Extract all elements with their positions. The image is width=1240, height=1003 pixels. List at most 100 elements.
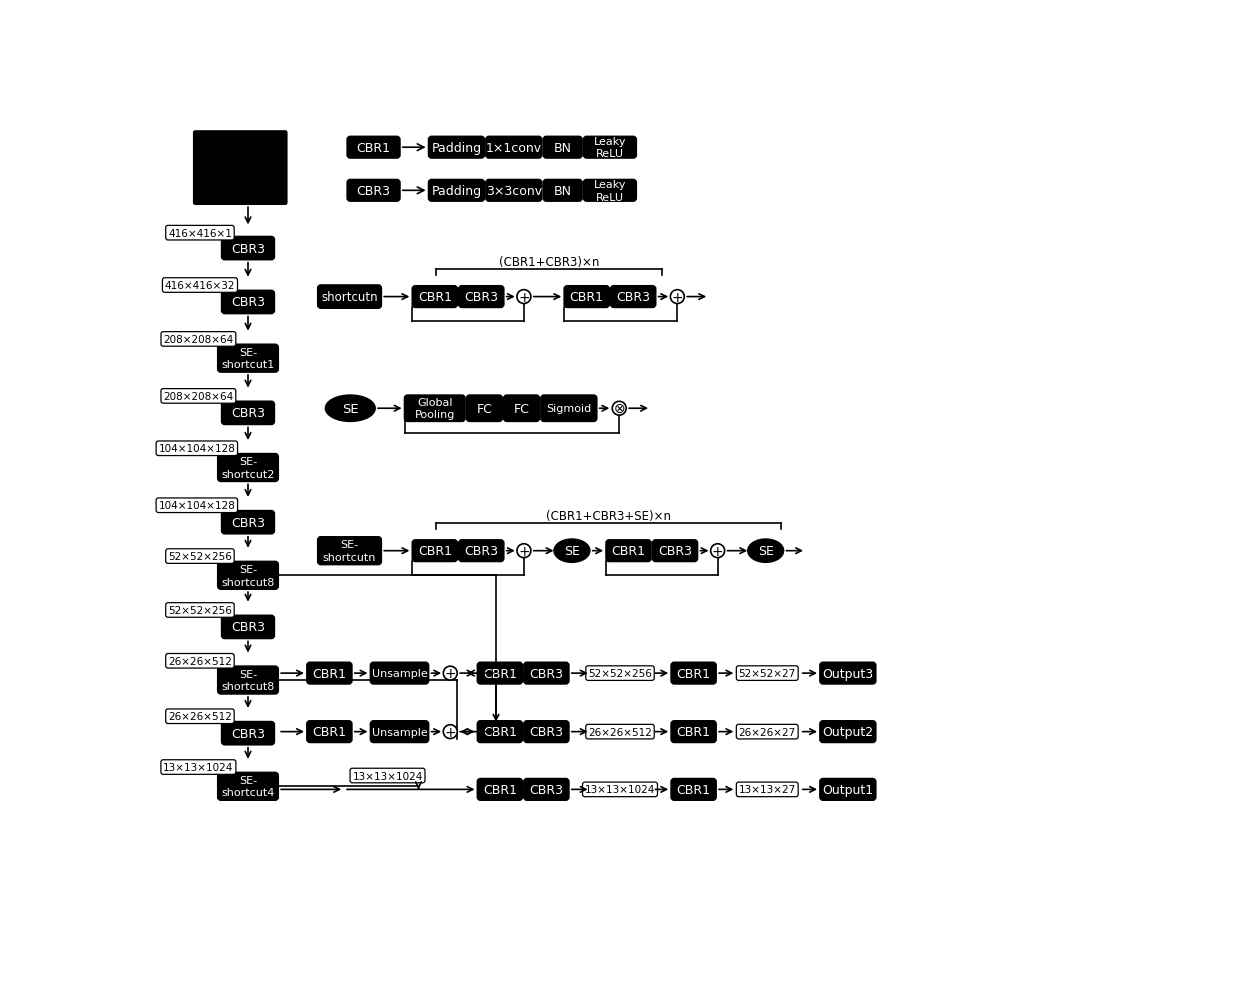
FancyBboxPatch shape xyxy=(503,396,539,422)
Text: SE-
shortcutn: SE- shortcutn xyxy=(322,540,376,563)
Text: SE-
shortcut4: SE- shortcut4 xyxy=(221,775,275,797)
Text: (CBR1+CBR3)×n: (CBR1+CBR3)×n xyxy=(498,256,599,269)
Text: CBR1: CBR1 xyxy=(418,291,451,304)
Text: SE-
shortcut2: SE- shortcut2 xyxy=(221,456,275,479)
Text: CBR1: CBR1 xyxy=(482,667,517,680)
FancyBboxPatch shape xyxy=(477,721,522,742)
Text: 26×26×27: 26×26×27 xyxy=(739,727,796,737)
Text: CBR3: CBR3 xyxy=(231,517,265,530)
FancyBboxPatch shape xyxy=(671,663,717,684)
Text: CBR1: CBR1 xyxy=(357,141,391,154)
Text: Unsample: Unsample xyxy=(372,668,428,678)
FancyBboxPatch shape xyxy=(371,721,429,742)
Text: Sigmoid: Sigmoid xyxy=(547,404,591,414)
FancyBboxPatch shape xyxy=(218,667,278,694)
Text: CBR3: CBR3 xyxy=(464,291,498,304)
FancyBboxPatch shape xyxy=(429,137,485,158)
Text: ⊗: ⊗ xyxy=(614,402,625,416)
FancyBboxPatch shape xyxy=(412,541,458,562)
FancyBboxPatch shape xyxy=(404,396,465,422)
Text: +: + xyxy=(712,545,723,558)
Text: CBR1: CBR1 xyxy=(482,725,517,738)
Text: SE: SE xyxy=(564,545,580,558)
Text: 26×26×512: 26×26×512 xyxy=(167,656,232,666)
Text: 26×26×512: 26×26×512 xyxy=(167,711,232,721)
Text: CBR3: CBR3 xyxy=(529,667,563,680)
FancyBboxPatch shape xyxy=(543,181,582,202)
FancyBboxPatch shape xyxy=(222,512,274,535)
Text: Leaky
ReLU: Leaky ReLU xyxy=(594,180,626,203)
FancyBboxPatch shape xyxy=(222,722,274,745)
FancyBboxPatch shape xyxy=(412,287,458,308)
Text: CBR3: CBR3 xyxy=(231,727,265,740)
Text: 208×208×64: 208×208×64 xyxy=(164,335,233,345)
FancyBboxPatch shape xyxy=(820,778,875,800)
Text: Output3: Output3 xyxy=(822,667,873,680)
Text: CBR1: CBR1 xyxy=(677,725,711,738)
Ellipse shape xyxy=(554,540,590,563)
Text: CBR3: CBR3 xyxy=(231,621,265,634)
FancyBboxPatch shape xyxy=(525,778,569,800)
Text: BN: BN xyxy=(553,185,572,198)
Text: CBR1: CBR1 xyxy=(677,667,711,680)
FancyBboxPatch shape xyxy=(459,541,503,562)
Text: 52×52×256: 52×52×256 xyxy=(167,606,232,616)
Text: 1×1conv: 1×1conv xyxy=(486,141,542,154)
FancyBboxPatch shape xyxy=(671,778,717,800)
FancyBboxPatch shape xyxy=(486,137,542,158)
FancyBboxPatch shape xyxy=(671,721,717,742)
FancyBboxPatch shape xyxy=(541,396,596,422)
FancyBboxPatch shape xyxy=(222,238,274,261)
Text: CBR3: CBR3 xyxy=(529,725,563,738)
FancyBboxPatch shape xyxy=(459,287,503,308)
Text: CBR1: CBR1 xyxy=(677,783,711,796)
Text: CBR1: CBR1 xyxy=(418,545,451,558)
FancyBboxPatch shape xyxy=(466,396,502,422)
FancyBboxPatch shape xyxy=(820,721,875,742)
Text: Leaky
ReLU: Leaky ReLU xyxy=(594,136,626,159)
Text: (CBR1+CBR3+SE)×n: (CBR1+CBR3+SE)×n xyxy=(546,510,671,523)
Text: 13×13×1024: 13×13×1024 xyxy=(164,762,233,772)
Text: FC: FC xyxy=(476,402,492,415)
Text: CBR1: CBR1 xyxy=(611,545,646,558)
Circle shape xyxy=(711,545,724,558)
FancyBboxPatch shape xyxy=(477,663,522,684)
Text: CBR3: CBR3 xyxy=(231,407,265,420)
Text: +: + xyxy=(444,725,456,739)
FancyBboxPatch shape xyxy=(584,181,636,202)
Text: 104×104×128: 104×104×128 xyxy=(159,443,236,453)
Text: 416×416×32: 416×416×32 xyxy=(165,281,236,291)
Text: 416×416×1: 416×416×1 xyxy=(167,229,232,239)
Text: Padding: Padding xyxy=(432,185,481,198)
FancyBboxPatch shape xyxy=(543,137,582,158)
FancyBboxPatch shape xyxy=(306,721,352,742)
Text: shortcutn: shortcutn xyxy=(321,291,378,304)
FancyBboxPatch shape xyxy=(218,562,278,590)
FancyBboxPatch shape xyxy=(429,181,485,202)
Text: 13×13×1024: 13×13×1024 xyxy=(352,770,423,780)
Text: +: + xyxy=(518,545,529,558)
FancyBboxPatch shape xyxy=(820,663,875,684)
Text: 52×52×27: 52×52×27 xyxy=(739,668,796,678)
Text: Unsample: Unsample xyxy=(372,727,428,737)
Circle shape xyxy=(517,290,531,304)
Text: +: + xyxy=(518,290,529,304)
Circle shape xyxy=(613,402,626,416)
Text: SE: SE xyxy=(342,402,358,415)
FancyBboxPatch shape xyxy=(564,287,609,308)
Text: CBR3: CBR3 xyxy=(658,545,692,558)
Text: CBR1: CBR1 xyxy=(482,783,517,796)
Text: 208×208×64: 208×208×64 xyxy=(164,391,233,401)
FancyBboxPatch shape xyxy=(525,721,569,742)
FancyBboxPatch shape xyxy=(306,663,352,684)
FancyBboxPatch shape xyxy=(218,772,278,800)
FancyBboxPatch shape xyxy=(222,616,274,639)
Text: CBR3: CBR3 xyxy=(529,783,563,796)
Text: 52×52×256: 52×52×256 xyxy=(588,668,652,678)
FancyBboxPatch shape xyxy=(611,287,656,308)
Text: 104×104×128: 104×104×128 xyxy=(159,500,236,511)
FancyBboxPatch shape xyxy=(317,286,382,309)
FancyBboxPatch shape xyxy=(218,345,278,373)
FancyBboxPatch shape xyxy=(347,181,399,202)
FancyBboxPatch shape xyxy=(477,778,522,800)
